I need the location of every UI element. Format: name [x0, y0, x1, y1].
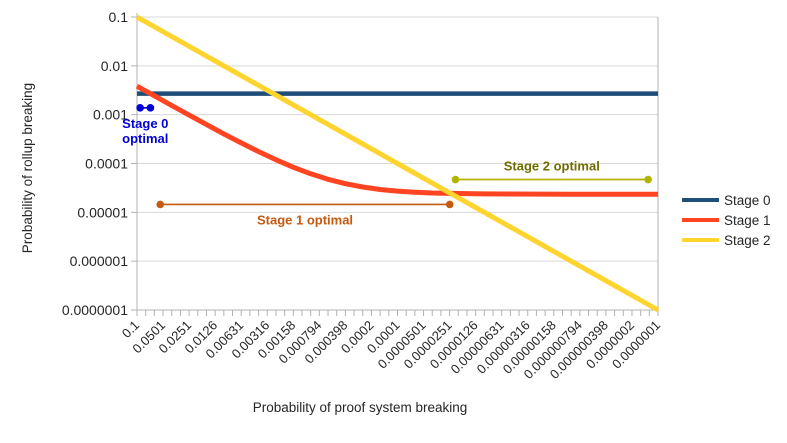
legend-item-stage-0: Stage 0 — [682, 190, 771, 210]
stage-0-optimal-label: Stage 0 — [122, 116, 168, 131]
y-axis-title: Probability of rollup breaking — [20, 82, 35, 254]
legend-item-stage-1: Stage 1 — [682, 210, 771, 230]
series-line-stage-1 — [135, 84, 658, 197]
y-tick-label: 0.1 — [109, 9, 129, 25]
x-axis-title: Probability of proof system breaking — [252, 400, 468, 415]
legend-swatch-stage-1-icon — [682, 218, 719, 222]
stage-1-optimal-label: Stage 1 optimal — [257, 212, 353, 227]
y-tick-label: 0.0000001 — [62, 302, 128, 318]
y-tick-label: 0.00001 — [77, 204, 128, 220]
stage-0-optimal-dot-icon — [146, 104, 155, 112]
legend: Stage 0 Stage 1 Stage 2 — [682, 190, 771, 250]
stage-0-optimal-dot-icon — [136, 104, 144, 112]
stage-2-optimal-dot-icon — [451, 175, 460, 184]
stage-2-optimal-label: Stage 2 optimal — [504, 159, 600, 174]
stage-1-optimal-dot-icon — [445, 200, 454, 209]
series-line-stage-2 — [135, 14, 660, 313]
legend-label-stage-0: Stage 0 — [724, 192, 771, 208]
y-tick-label: 0.000001 — [70, 253, 129, 269]
stage-2-optimal-dot-icon — [644, 175, 652, 184]
legend-label-stage-2: Stage 2 — [724, 232, 771, 248]
y-tick-label: 0.01 — [101, 58, 128, 74]
legend-swatch-stage-0-icon — [682, 198, 719, 202]
y-tick-label: 0.0001 — [85, 156, 128, 172]
stage-0-optimal-label: optimal — [122, 131, 168, 146]
legend-item-stage-2: Stage 2 — [682, 230, 771, 250]
y-tick-label: 0.001 — [93, 107, 128, 123]
stage-1-optimal-dot-icon — [156, 200, 165, 209]
legend-swatch-stage-2-icon — [682, 238, 719, 242]
legend-label-stage-1: Stage 1 — [724, 212, 771, 228]
